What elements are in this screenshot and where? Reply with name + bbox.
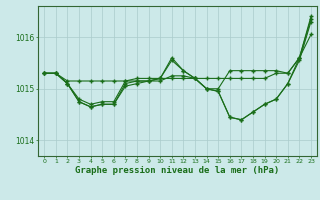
X-axis label: Graphe pression niveau de la mer (hPa): Graphe pression niveau de la mer (hPa) — [76, 166, 280, 175]
